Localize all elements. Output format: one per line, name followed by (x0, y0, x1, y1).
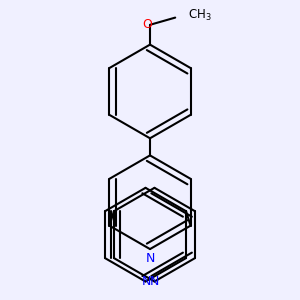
Text: CH$_3$: CH$_3$ (188, 8, 212, 23)
Text: N: N (150, 275, 159, 288)
Text: N: N (142, 275, 151, 288)
Text: N: N (145, 252, 155, 265)
Text: O: O (142, 18, 152, 31)
